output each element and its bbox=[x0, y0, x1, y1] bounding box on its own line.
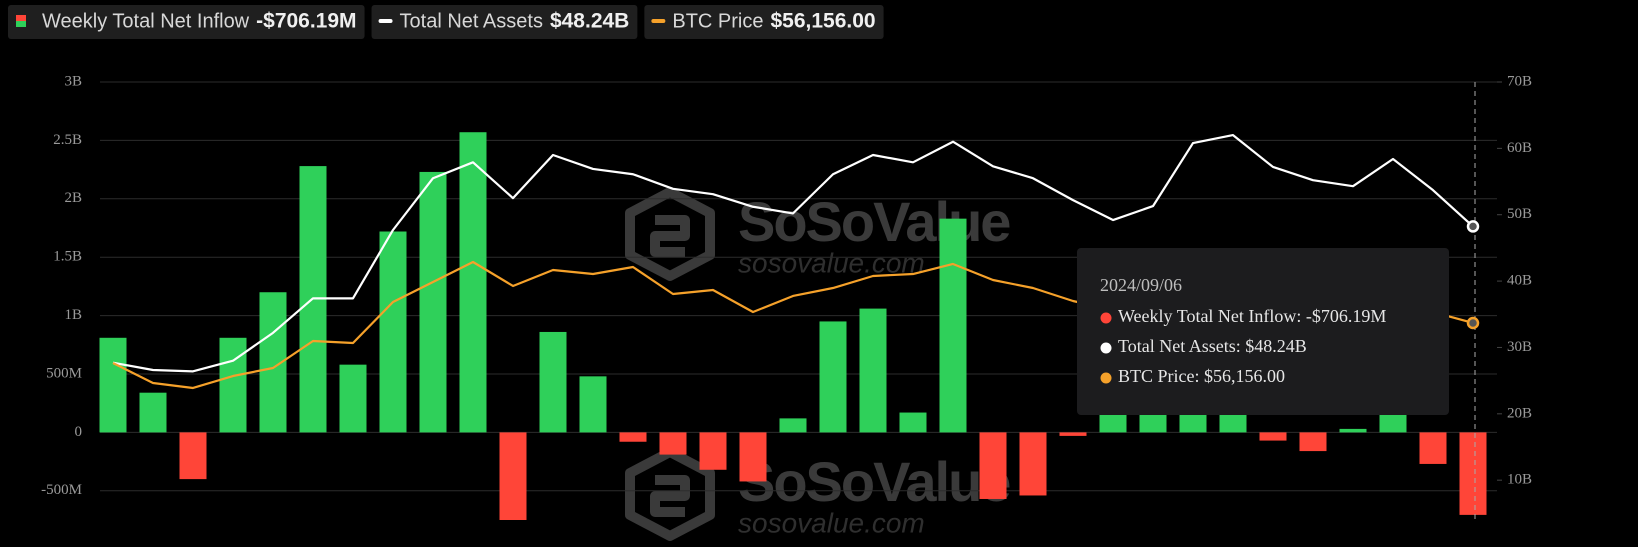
legend-pill bbox=[371, 5, 638, 39]
bar bbox=[699, 432, 727, 470]
bar bbox=[379, 231, 407, 433]
legend-value: $56,156.00 bbox=[770, 10, 875, 33]
bar bbox=[539, 331, 567, 433]
bar bbox=[99, 337, 127, 433]
bar bbox=[1419, 432, 1447, 464]
bar bbox=[899, 412, 927, 433]
bar bbox=[339, 364, 367, 433]
legend-icon bbox=[16, 15, 26, 21]
hover-dot bbox=[1466, 220, 1480, 233]
legend-label: BTC Price bbox=[672, 10, 763, 32]
watermark-name: SoSoValue bbox=[738, 450, 1010, 513]
plot-area bbox=[99, 132, 1487, 520]
legend-item: Total Net Assets $48.24B bbox=[371, 5, 638, 39]
legend-icon bbox=[378, 19, 393, 23]
bar bbox=[419, 171, 447, 433]
tooltip-dot bbox=[1100, 372, 1112, 384]
hover-dot bbox=[1466, 316, 1480, 330]
legend-item: BTC Price $56,156.00 bbox=[644, 5, 884, 39]
y2-tick-label: 20B bbox=[1507, 405, 1532, 421]
legend-pill bbox=[8, 5, 365, 39]
bar bbox=[939, 218, 967, 433]
tooltip-dot bbox=[1100, 312, 1112, 324]
tooltip-line: Total Net Assets: $48.24B bbox=[1118, 336, 1307, 356]
y-tick-label: 0 bbox=[75, 424, 83, 440]
y2-tick-label: 70B bbox=[1507, 73, 1532, 89]
y-tick-label: 1.5B bbox=[53, 249, 82, 265]
bar bbox=[1459, 432, 1487, 515]
tooltip-line: BTC Price: $56,156.00 bbox=[1118, 366, 1285, 386]
tooltip-dot bbox=[1100, 342, 1112, 354]
tooltip-line: Weekly Total Net Inflow: -$706.19M bbox=[1118, 306, 1386, 326]
legend-label: Weekly Total Net Inflow bbox=[42, 10, 250, 32]
y2-tick-label: 60B bbox=[1507, 140, 1532, 156]
bar bbox=[739, 432, 767, 482]
legend-item: Weekly Total Net Inflow -$706.19M bbox=[8, 5, 365, 39]
watermark-logo bbox=[625, 187, 715, 541]
bar bbox=[579, 376, 607, 433]
bar bbox=[219, 337, 247, 433]
y-tick-label: 2B bbox=[64, 190, 82, 206]
legend-pill bbox=[644, 5, 884, 39]
bar bbox=[819, 321, 847, 433]
watermark-url: sosovalue.com bbox=[738, 507, 925, 538]
hover-dots bbox=[1466, 220, 1480, 330]
tooltip: 2024/09/06 Weekly Total Net Inflow: -$70… bbox=[1077, 248, 1449, 415]
y2-tick-label: 10B bbox=[1507, 472, 1532, 488]
legend-icon bbox=[16, 21, 26, 27]
watermark-url: sosovalue.com bbox=[738, 247, 925, 278]
bar bbox=[659, 432, 687, 455]
bar bbox=[1339, 428, 1367, 433]
y-tick-label: 500M bbox=[46, 365, 82, 381]
legend: Weekly Total Net Inflow -$706.19M Total Ne… bbox=[8, 5, 884, 39]
watermark-name: SoSoValue bbox=[738, 190, 1010, 253]
y2-tick-label: 50B bbox=[1507, 206, 1532, 222]
bar bbox=[139, 392, 167, 433]
y-tick-label: 1B bbox=[64, 307, 82, 323]
tooltip-date: 2024/09/06 bbox=[1100, 275, 1182, 295]
y2-tick-label: 30B bbox=[1507, 339, 1532, 355]
legend-label: Total Net Assets bbox=[400, 10, 543, 32]
y-tick-label: -500M bbox=[41, 482, 82, 498]
bar bbox=[1059, 432, 1087, 436]
bar bbox=[459, 132, 487, 433]
bar bbox=[779, 418, 807, 433]
tooltip-box bbox=[1077, 248, 1449, 415]
bar bbox=[979, 432, 1007, 499]
line bbox=[112, 133, 1474, 373]
watermark: SoSoValue sosovalue.com SoSoValue sosova… bbox=[625, 187, 1012, 541]
bar bbox=[859, 308, 887, 433]
bar bbox=[1259, 432, 1287, 441]
legend-icon bbox=[651, 19, 666, 23]
bar bbox=[619, 432, 647, 442]
bar bbox=[179, 432, 207, 480]
bar bbox=[1019, 432, 1047, 496]
bar bbox=[499, 432, 527, 520]
bar bbox=[1299, 432, 1327, 452]
y-tick-label: 3B bbox=[64, 73, 82, 89]
y2-tick-label: 40B bbox=[1507, 273, 1532, 289]
y-tick-label: 2.5B bbox=[53, 132, 82, 148]
legend-value: -$706.19M bbox=[256, 10, 356, 33]
legend-value: $48.24B bbox=[550, 10, 629, 33]
